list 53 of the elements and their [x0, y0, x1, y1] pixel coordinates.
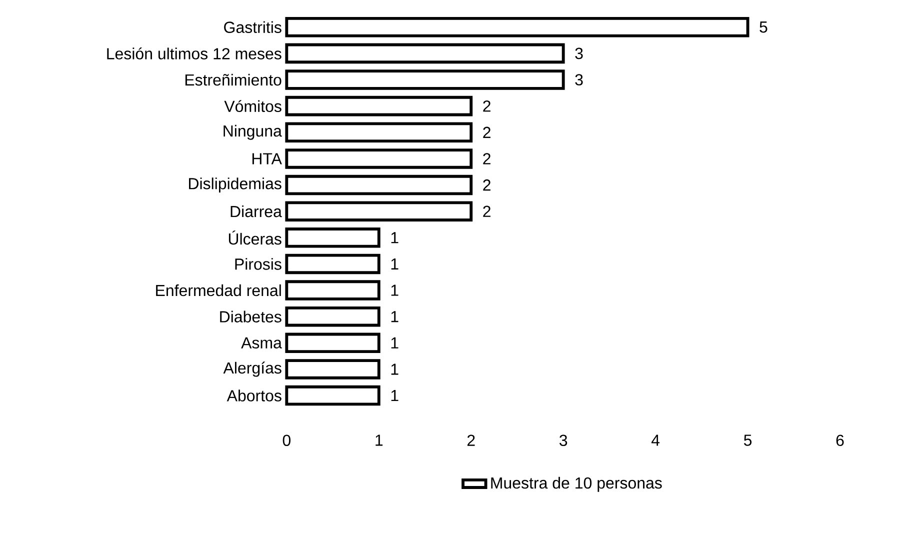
data-label: 1	[391, 390, 398, 402]
x-tick-label: 6	[836, 434, 844, 446]
x-tick-label: 2	[467, 434, 475, 446]
y-tick-label: HTA	[252, 153, 282, 164]
data-label: 3	[575, 74, 583, 86]
y-tick-label: Abortos	[226, 390, 282, 402]
bar	[285, 306, 380, 327]
y-tick-label: Ninguna	[224, 124, 282, 140]
y-tick-label: Pirosis	[235, 258, 282, 270]
y-tick-label: Alergías	[223, 362, 282, 377]
data-label: 3	[575, 48, 583, 60]
bar	[285, 43, 565, 64]
data-label: 1	[391, 364, 398, 375]
data-label: 2	[483, 179, 490, 191]
data-label: 2	[483, 153, 490, 164]
x-tick-label: 3	[559, 434, 568, 446]
x-tick-label: 0	[282, 434, 290, 446]
data-label: 1	[391, 232, 398, 244]
y-tick-label: Dislipidemias	[189, 178, 282, 192]
y-tick-label: Diarrea	[230, 205, 282, 218]
bar	[285, 228, 380, 248]
data-label: 1	[391, 258, 398, 270]
bar	[285, 254, 380, 274]
bar	[285, 280, 380, 300]
y-tick-label: Gastritis	[224, 21, 282, 33]
y-tick-label: Diabetes	[220, 310, 282, 322]
y-tick-label: Vómitos	[224, 100, 282, 112]
data-label: 1	[391, 311, 398, 322]
data-label: 1	[391, 337, 398, 348]
data-label: 2	[483, 126, 490, 138]
bar	[285, 70, 565, 90]
bar	[285, 385, 380, 406]
data-label: 1	[391, 284, 398, 296]
x-tick-label: 4	[651, 434, 660, 446]
y-tick-label: Úlceras	[228, 230, 282, 245]
bar	[285, 359, 380, 380]
y-tick-label: Estreñimiento	[185, 74, 282, 86]
data-label: 2	[483, 206, 490, 217]
bar	[285, 201, 473, 222]
y-tick-label: Asma	[241, 337, 282, 348]
legend-label: Muestra de 10 personas	[491, 476, 662, 492]
x-tick-label: 1	[376, 434, 383, 446]
bar	[285, 174, 473, 196]
data-label: 5	[760, 22, 768, 33]
bar	[285, 96, 473, 116]
y-tick-label: Enfermedad renal	[156, 284, 281, 296]
bar	[285, 148, 473, 169]
y-tick-label: Lesión ultimos 12 meses	[107, 47, 282, 60]
bar	[285, 332, 380, 354]
x-tick-label: 5	[744, 434, 752, 446]
data-label: 2	[483, 100, 490, 112]
bar	[285, 122, 473, 143]
bar	[285, 16, 750, 38]
